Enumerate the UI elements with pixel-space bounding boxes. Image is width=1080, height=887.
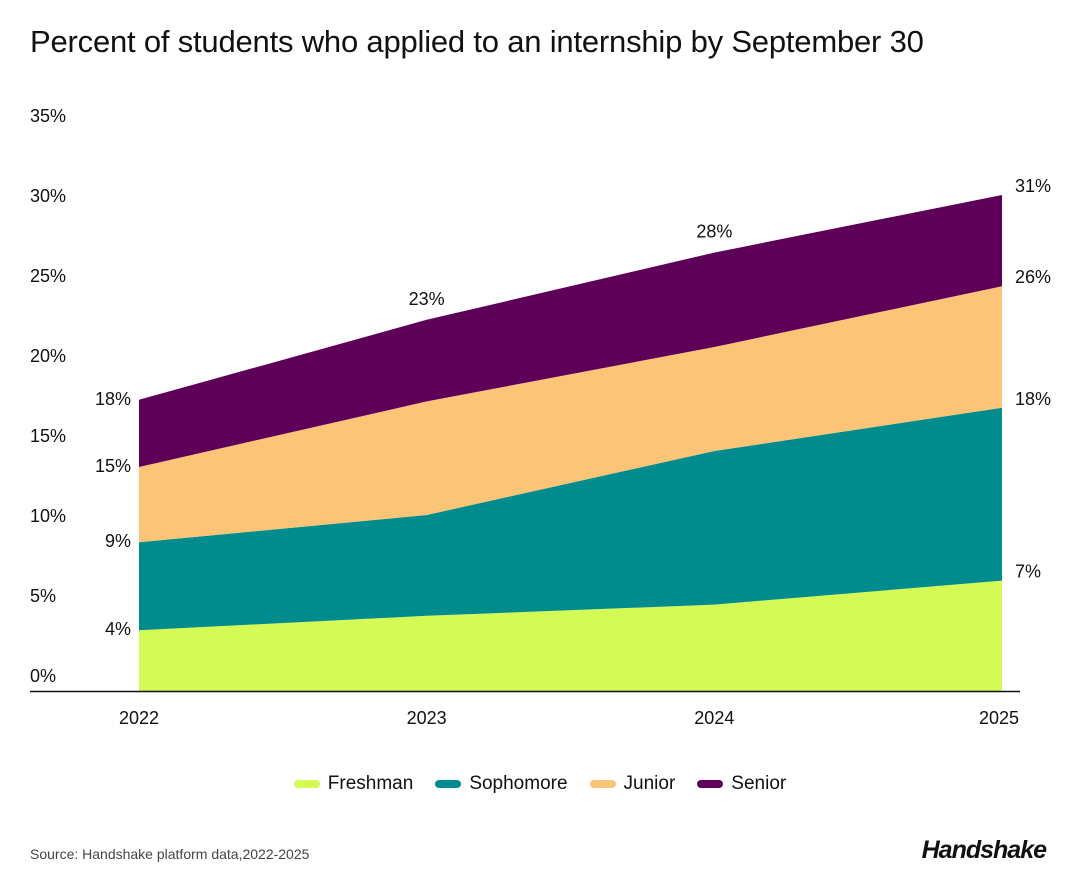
y-tick-label: 15% [30,426,66,446]
y-tick-label: 35% [30,106,66,126]
legend-item-senior: Senior [697,773,786,795]
y-tick-label: 20% [30,346,66,366]
legend-item-sophomore: Sophomore [435,773,568,795]
legend-swatch [697,780,724,788]
data-label: 31% [1015,176,1051,196]
source-note: Source: Handshake platform data,2022-202… [30,846,310,862]
legend-swatch [589,780,616,788]
y-tick-label: 30% [30,186,66,206]
y-tick-label: 5% [30,586,56,606]
y-tick-label: 10% [30,506,66,526]
x-tick-label: 2023 [407,708,447,728]
data-label: 9% [105,531,131,551]
x-tick-label: 2025 [979,708,1019,728]
data-label: 28% [696,222,732,242]
legend-item-freshman: Freshman [293,773,414,795]
legend-swatch [435,780,462,788]
area-junior [139,286,1002,543]
data-label: 15% [95,456,131,476]
area-senior [139,195,1002,467]
legend-item-junior: Junior [589,773,676,795]
chart-legend: Freshman Sophomore Junior Senior [0,773,1080,795]
handshake-logo: Handshake [921,836,1047,864]
x-tick-label: 2024 [694,708,734,728]
x-tick-label: 2022 [119,708,159,728]
data-label: 18% [95,389,131,409]
y-tick-label: 0% [30,666,56,686]
area-sophomore [139,407,1002,631]
data-label: 26% [1015,267,1051,287]
area-freshman [139,580,1002,691]
data-label: 7% [1015,562,1041,582]
legend-label: Senior [731,773,787,794]
legend-swatch [293,780,320,788]
legend-label: Junior [623,773,676,794]
y-tick-label: 25% [30,266,66,286]
legend-label: Freshman [327,773,414,794]
data-label: 18% [1015,389,1051,409]
data-label: 4% [105,619,131,639]
legend-label: Sophomore [469,773,568,794]
chart-title: Percent of students who applied to an in… [30,24,924,59]
data-label: 23% [409,289,445,309]
